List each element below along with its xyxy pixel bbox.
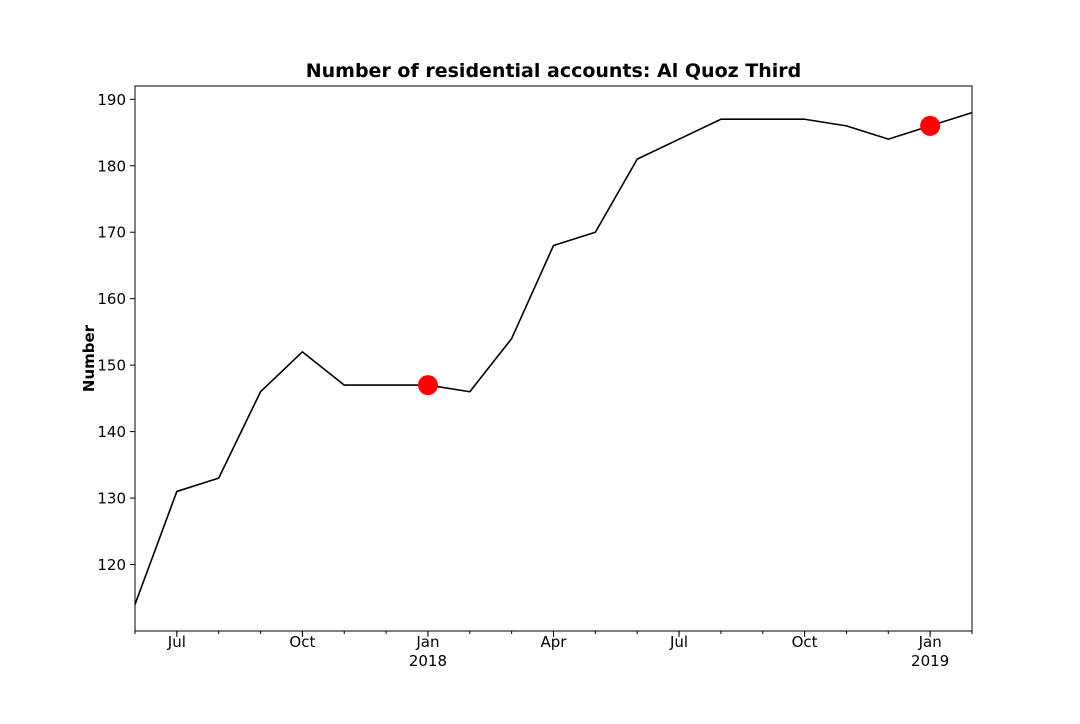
highlight-marker bbox=[920, 115, 941, 136]
chart-title: Number of residential accounts: Al Quoz … bbox=[305, 60, 802, 82]
y-tick-label: 160 bbox=[97, 290, 126, 308]
y-tick-label: 130 bbox=[97, 490, 126, 508]
series-line bbox=[134, 111, 973, 605]
y-axis-label: Number bbox=[80, 324, 98, 392]
plot-frame bbox=[134, 85, 973, 632]
y-tick-label: 180 bbox=[97, 157, 126, 175]
x-tick-label: Oct bbox=[792, 633, 818, 651]
x-tick-label: Jul bbox=[669, 633, 688, 651]
x-tick-label: Jan bbox=[918, 633, 942, 651]
y-tick-label: 120 bbox=[97, 556, 126, 574]
x-tick-label: Jul bbox=[167, 633, 186, 651]
y-tick-label: 140 bbox=[97, 423, 126, 441]
highlight-marker bbox=[417, 375, 438, 396]
x-tick-label: Apr bbox=[541, 633, 568, 651]
y-tick-label: 170 bbox=[97, 224, 126, 242]
series-layer bbox=[134, 111, 973, 605]
y-tick-label: 190 bbox=[97, 91, 126, 109]
y-axis-ticks: 120 130 140 150 160 170 180 190 bbox=[97, 91, 135, 574]
highlight-layer bbox=[417, 115, 941, 396]
x-tick-label: Jan bbox=[415, 633, 439, 651]
x-tick-label: Oct bbox=[289, 633, 315, 651]
y-tick-label: 150 bbox=[97, 357, 126, 375]
x-tick-year-label: 2019 bbox=[911, 652, 949, 670]
x-tick-year-label: 2018 bbox=[409, 652, 447, 670]
